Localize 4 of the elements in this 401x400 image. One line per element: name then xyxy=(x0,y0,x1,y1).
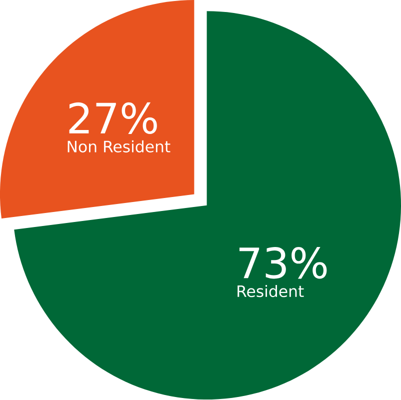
slice-label: Non Resident xyxy=(68,140,170,153)
data-label: 73% xyxy=(239,247,327,279)
slice-label: Resident xyxy=(238,285,304,298)
data-label: 27% xyxy=(69,102,157,134)
